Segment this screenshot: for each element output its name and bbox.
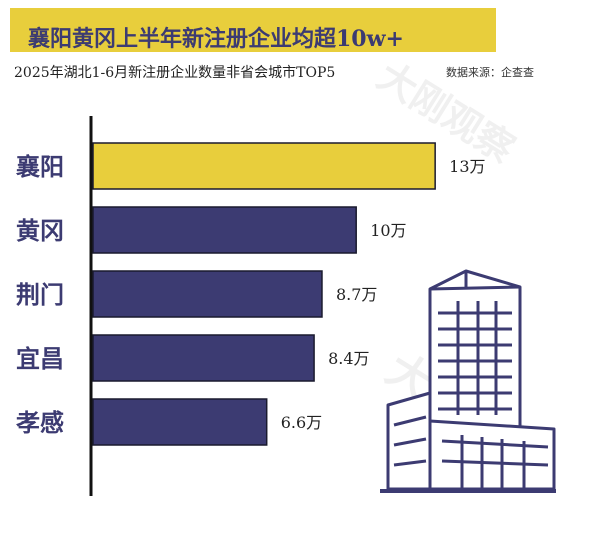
value-label: 8.7万 bbox=[336, 285, 377, 304]
chart-subtitle: 2025年湖北1-6月新注册企业数量非省会城市TOP5 bbox=[14, 65, 336, 81]
bar bbox=[92, 398, 268, 446]
bar bbox=[92, 334, 315, 382]
category-label: 孝感 bbox=[16, 408, 64, 437]
category-label: 宜昌 bbox=[16, 344, 64, 373]
bar bbox=[92, 206, 357, 254]
title-banner: 襄阳黄冈上半年新注册企业均超10w+ bbox=[10, 8, 496, 52]
value-label: 8.4万 bbox=[328, 349, 369, 368]
value-label: 6.6万 bbox=[281, 413, 322, 432]
bar bbox=[92, 142, 436, 190]
value-label: 10万 bbox=[370, 221, 406, 240]
data-source-note: 数据来源：企查查 bbox=[446, 66, 534, 79]
bar bbox=[92, 270, 323, 318]
value-label: 13万 bbox=[449, 157, 485, 176]
category-label: 黄冈 bbox=[16, 216, 64, 245]
category-label: 荆门 bbox=[16, 280, 64, 309]
page-title: 襄阳黄冈上半年新注册企业均超10w+ bbox=[28, 26, 404, 52]
office-building-icon bbox=[380, 269, 556, 493]
category-label: 襄阳 bbox=[15, 152, 64, 181]
